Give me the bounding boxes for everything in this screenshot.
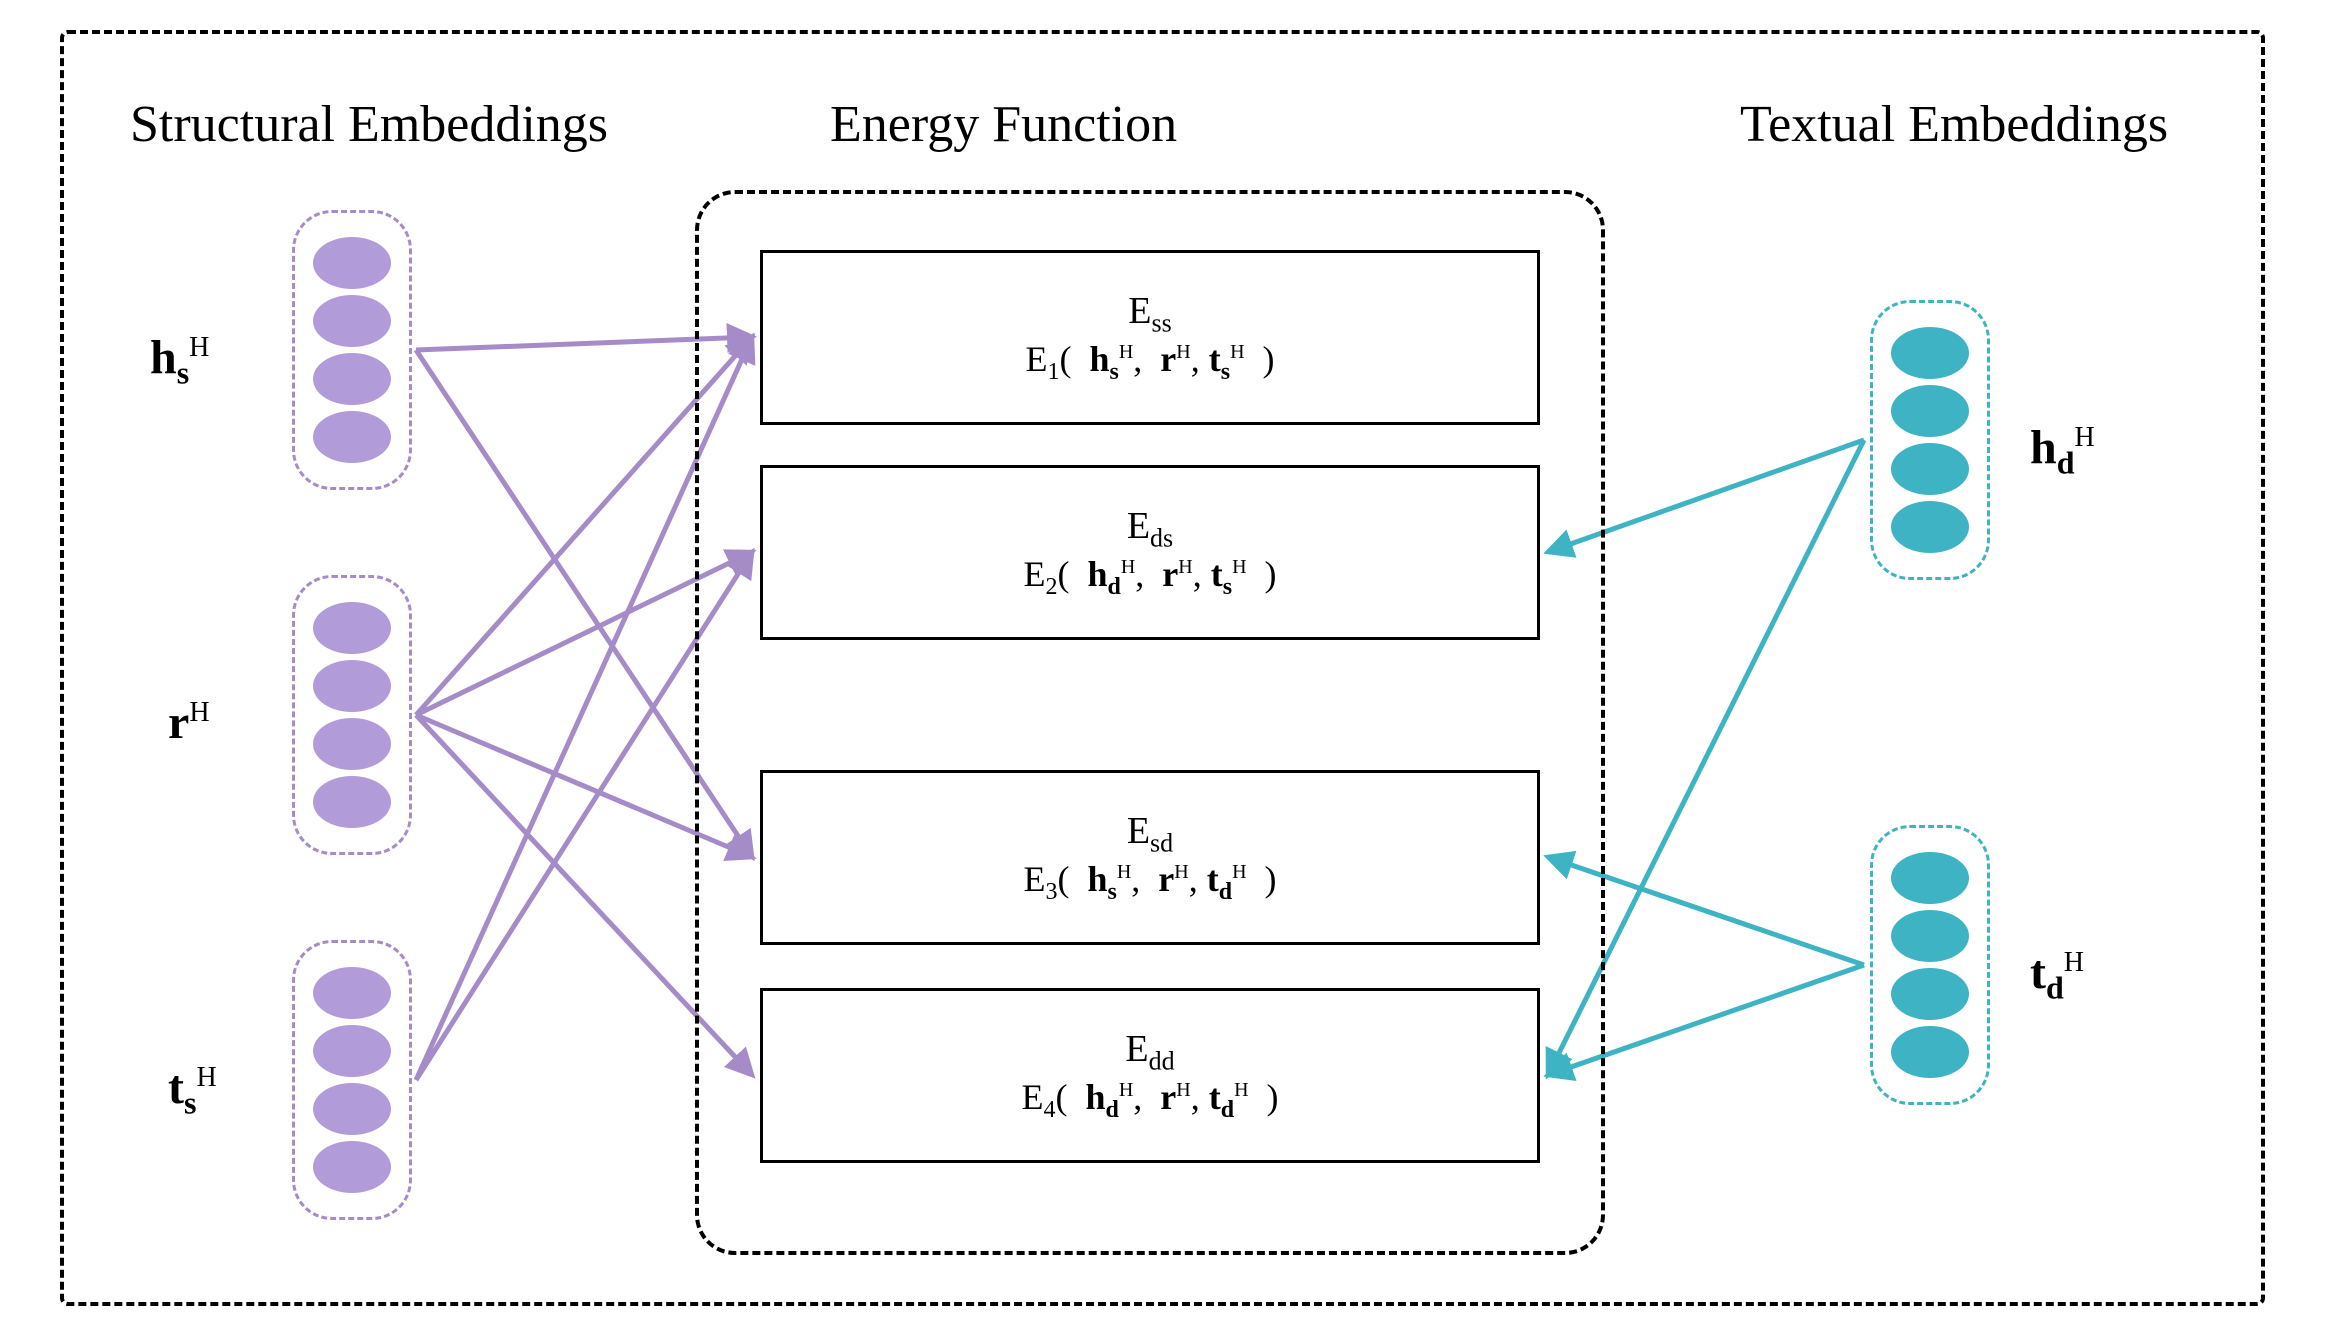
structural-title: Structural Embeddings [130, 95, 608, 154]
energy-title: Energy Function [830, 95, 1177, 154]
embedding-dot [313, 660, 391, 712]
energy-box-Ess: EssE1( hsH, rH, tsH ) [760, 250, 1540, 425]
embedding-dot [313, 295, 391, 347]
energy-title-Eds: Eds [1127, 504, 1173, 554]
energy-title-Edd: Edd [1125, 1027, 1174, 1077]
embedding-dot [1891, 385, 1969, 437]
textual-embedding-td [1870, 825, 1990, 1105]
textual-title: Textual Embeddings [1740, 95, 2168, 154]
structural-label-ts: tsH [168, 1060, 217, 1122]
embedding-dot [313, 353, 391, 405]
energy-title-Ess: Ess [1128, 289, 1171, 339]
structural-label-r: rH [168, 695, 210, 750]
structural-embedding-ts [292, 940, 412, 1220]
textual-label-hd: hdH [2030, 420, 2095, 482]
structural-label-hs: hsH [150, 330, 209, 392]
embedding-dot [313, 1141, 391, 1193]
energy-box-Esd: EsdE3( hsH, rH, tdH ) [760, 770, 1540, 945]
energy-formula-Eds: E2( hdH, rH, tsH ) [1023, 553, 1276, 601]
energy-formula-Ess: E1( hsH, rH, tsH ) [1025, 338, 1274, 386]
embedding-dot [313, 1083, 391, 1135]
embedding-dot [1891, 852, 1969, 904]
energy-formula-Esd: E3( hsH, rH, tdH ) [1023, 858, 1276, 906]
energy-box-Eds: EdsE2( hdH, rH, tsH ) [760, 465, 1540, 640]
textual-embedding-hd [1870, 300, 1990, 580]
structural-embedding-r [292, 575, 412, 855]
embedding-dot [313, 237, 391, 289]
embedding-dot [1891, 1026, 1969, 1078]
embedding-dot [313, 718, 391, 770]
structural-embedding-hs [292, 210, 412, 490]
embedding-dot [1891, 327, 1969, 379]
embedding-dot [313, 967, 391, 1019]
textual-label-td: tdH [2030, 945, 2084, 1007]
embedding-dot [1891, 968, 1969, 1020]
embedding-dot [313, 411, 391, 463]
energy-title-Esd: Esd [1127, 809, 1173, 859]
embedding-dot [313, 602, 391, 654]
embedding-dot [313, 1025, 391, 1077]
energy-box-Edd: EddE4( hdH, rH, tdH ) [760, 988, 1540, 1163]
embedding-dot [313, 776, 391, 828]
embedding-dot [1891, 443, 1969, 495]
energy-formula-Edd: E4( hdH, rH, tdH ) [1021, 1076, 1278, 1124]
embedding-dot [1891, 910, 1969, 962]
embedding-dot [1891, 501, 1969, 553]
